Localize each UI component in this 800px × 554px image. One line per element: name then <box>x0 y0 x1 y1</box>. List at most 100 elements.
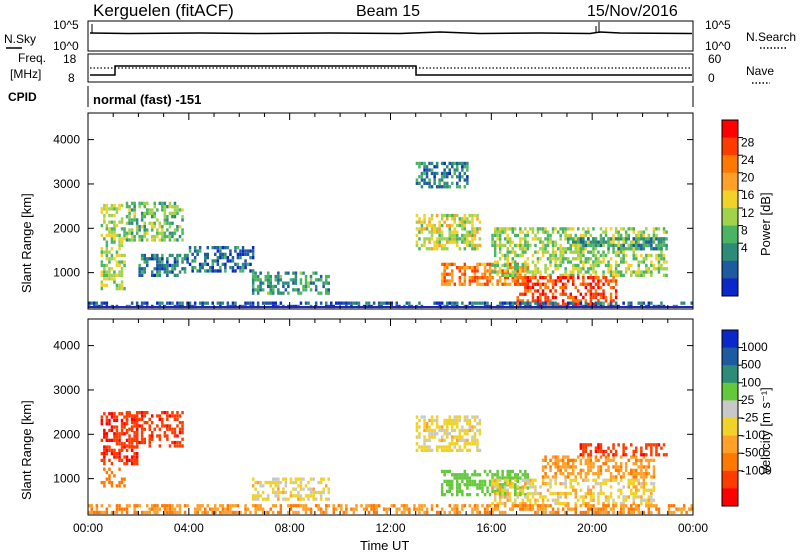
heatmap-cell <box>612 458 615 462</box>
heatmap-cell <box>602 510 605 515</box>
heatmap-cell <box>632 498 635 502</box>
heatmap-cell <box>456 493 459 497</box>
heatmap-cell <box>236 510 240 515</box>
heatmap-cell <box>241 252 245 256</box>
heatmap-cell <box>632 482 635 486</box>
heatmap-cell <box>564 468 567 472</box>
heatmap-cell <box>597 501 600 506</box>
heatmap-cell <box>471 415 474 419</box>
heatmap-cell <box>224 269 227 273</box>
heatmap-cell <box>440 175 444 179</box>
heatmap-cell <box>224 262 227 266</box>
heatmap-cell <box>645 240 648 244</box>
heatmap-cell <box>408 301 411 305</box>
heatmap-cell <box>294 494 298 498</box>
heatmap-cell <box>473 442 477 446</box>
heatmap-cell <box>592 478 595 482</box>
heatmap-cell <box>423 243 426 248</box>
heatmap-cell <box>539 227 542 231</box>
heatmap-cell <box>118 504 121 508</box>
heatmap-cell <box>554 227 557 231</box>
heatmap-cell <box>423 418 426 423</box>
heatmap-cell <box>156 273 159 277</box>
heatmap-cell <box>193 266 197 270</box>
heatmap-cell <box>156 267 159 271</box>
heatmap-cell <box>496 237 499 241</box>
heatmap-cell <box>652 247 656 251</box>
heatmap-cell <box>105 452 109 456</box>
heatmap-cell <box>637 267 640 271</box>
heatmap-cell <box>579 250 583 254</box>
heatmap-cell <box>420 171 424 176</box>
heatmap-cell <box>488 483 492 487</box>
heatmap-cell <box>456 240 459 244</box>
heatmap-cell <box>526 473 530 477</box>
heatmap-cell <box>617 263 620 268</box>
heatmap-cell <box>589 449 593 454</box>
heatmap-cell <box>113 448 116 452</box>
heatmap-cell <box>446 266 449 270</box>
heatmap-cell <box>408 510 411 515</box>
heatmap-cell <box>466 415 469 419</box>
heatmap-cell <box>307 507 310 511</box>
heatmap-cell <box>483 493 487 497</box>
heatmap-cell <box>498 478 502 482</box>
heatmap-cell <box>140 238 144 242</box>
heatmap-cell <box>577 227 580 231</box>
heatmap-cell <box>143 234 146 239</box>
heatmap-cell <box>642 240 646 244</box>
heatmap-cell <box>680 301 683 305</box>
heatmap-cell <box>551 491 555 496</box>
nsky-left-tick-top: 10^5 <box>53 18 79 32</box>
heatmap-cell <box>602 295 605 300</box>
heatmap-cell <box>110 253 114 258</box>
heatmap-cell <box>302 504 305 508</box>
heatmap-cell <box>607 302 610 306</box>
heatmap-cell <box>105 223 109 228</box>
heatmap-cell <box>579 443 583 447</box>
heatmap-cell <box>549 253 552 258</box>
heatmap-cell <box>446 223 449 228</box>
heatmap-cell <box>138 417 141 421</box>
heatmap-cell <box>579 458 583 462</box>
heatmap-cell <box>476 266 479 270</box>
heatmap-cell <box>657 253 661 258</box>
heatmap-cell <box>171 507 174 511</box>
heatmap-cell <box>446 418 449 423</box>
heatmap-cell <box>630 510 633 515</box>
heatmap-cell <box>428 230 431 234</box>
heatmap-cell <box>123 484 126 488</box>
heatmap-cell <box>466 165 469 169</box>
heatmap-cell <box>428 428 431 433</box>
heatmap-cell <box>627 478 630 482</box>
heatmap-cell <box>503 510 507 515</box>
heatmap-cell <box>546 295 550 300</box>
heatmap-cell <box>471 428 474 433</box>
heatmap-cell <box>224 252 227 256</box>
heatmap-cell <box>607 267 610 271</box>
heatmap-cell <box>105 422 109 426</box>
heatmap-cell <box>645 453 648 457</box>
nsearch-label: N.Search <box>746 30 796 44</box>
heatmap-cell <box>191 259 194 263</box>
velocity-xaxis-ticks <box>87 319 694 515</box>
heatmap-cell <box>635 270 638 274</box>
heatmap-cell <box>579 488 583 492</box>
heatmap-cell <box>561 230 565 234</box>
heatmap-cell <box>340 507 343 511</box>
heatmap-cell <box>267 281 270 285</box>
velocity-colorbar-title: Velocity [m s⁻¹] <box>758 387 773 475</box>
heatmap-cell <box>549 237 552 241</box>
heatmap-cell <box>214 510 217 515</box>
heatmap-cell <box>584 282 588 286</box>
heatmap-cell <box>342 510 346 515</box>
heatmap-cell <box>448 445 451 449</box>
heatmap-cell <box>468 213 472 218</box>
heatmap-cell <box>506 263 509 268</box>
heatmap-cell <box>282 291 285 295</box>
heatmap-cell <box>637 488 640 492</box>
heatmap-cell <box>624 267 628 271</box>
heatmap-cell <box>662 227 666 231</box>
heatmap-cell <box>498 276 502 280</box>
heatmap-cell <box>118 507 121 511</box>
